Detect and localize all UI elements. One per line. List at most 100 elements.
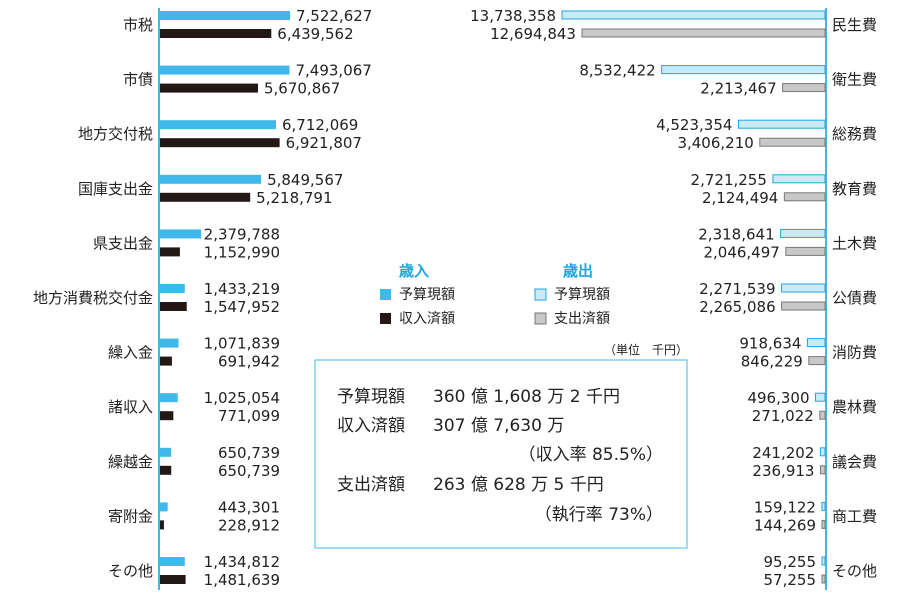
revenue-value-label: 650,739 (218, 444, 280, 462)
revenue-value-label: 2,379,788 (204, 225, 280, 243)
revenue-budget-bar (160, 338, 179, 348)
revenue-value-label: 650,739 (218, 462, 280, 480)
revenue-category-label: その他 (108, 562, 153, 580)
summary-revenue-value: 307 億 7,630 万 (433, 416, 564, 436)
expense-actual-bar (821, 519, 826, 529)
revenue-value-label: 5,670,867 (264, 80, 340, 98)
expense-category-label: 農林費 (832, 398, 877, 416)
revenue-value-label: 7,522,627 (296, 7, 372, 25)
revenue-value-label: 6,921,807 (286, 134, 362, 152)
revenue-value-label: 1,481,639 (204, 571, 280, 589)
expense-category-label: 公債費 (832, 289, 877, 307)
expense-value-label: 2,265,086 (699, 298, 775, 316)
summary-box: 予算現額 360 億 1,608 万 2 千円 収入済額 307 億 7,630… (314, 359, 688, 549)
revenue-budget-bar (160, 393, 178, 403)
expense-category-label: 衛生費 (832, 71, 877, 89)
summary-expense-value: 263 億 628 万 5 千円 (433, 475, 604, 495)
legend-title-expense: 歳出 (563, 262, 593, 280)
expense-budget-bar (661, 65, 826, 75)
revenue-value-label: 228,912 (218, 516, 280, 534)
revenue-actual-bar (160, 575, 186, 584)
revenue-category-label: 繰越金 (108, 453, 153, 471)
revenue-value-label: 1,434,812 (204, 553, 280, 571)
revenue-budget-bar (160, 557, 185, 566)
expense-value-label: 271,022 (752, 407, 814, 425)
legend-label-revenue-budget: 予算現額 (399, 287, 455, 303)
revenue-value-label: 771,099 (218, 407, 280, 425)
expense-actual-bar (581, 28, 826, 38)
expense-category-label: 土木費 (832, 234, 877, 252)
revenue-category-label: 地方消費税交付金 (33, 289, 153, 307)
expense-category-label: 教育費 (832, 180, 877, 198)
revenue-actual-bar (160, 302, 187, 311)
legend-label-expense-actual: 支出済額 (554, 311, 610, 327)
revenue-budget-bar (160, 65, 290, 75)
expense-value-label: 8,532,422 (579, 62, 655, 80)
expense-budget-bar (781, 283, 826, 293)
expense-actual-bar (819, 465, 826, 475)
expense-budget-bar (806, 338, 826, 348)
revenue-value-label: 1,433,219 (204, 280, 280, 298)
summary-revenue-label: 収入済額 (337, 416, 405, 436)
revenue-actual-bar (160, 520, 164, 530)
revenue-value-label: 5,849,567 (267, 171, 343, 189)
expense-value-label: 2,721,255 (691, 171, 767, 189)
revenue-category-label: 寄附金 (108, 507, 153, 525)
revenue-value-label: 1,025,054 (204, 389, 280, 407)
expense-value-label: 4,523,354 (656, 116, 732, 134)
revenue-budget-bar (160, 229, 202, 239)
legend-swatch-revenue-actual (380, 313, 391, 324)
summary-budget-value: 360 億 1,608 万 2 千円 (433, 387, 620, 407)
expense-category-label: 議会費 (832, 453, 877, 471)
revenue-actual-bar (160, 138, 280, 148)
expense-value-label: 2,318,641 (698, 225, 774, 243)
revenue-value-label: 691,942 (218, 353, 280, 371)
expense-actual-bar (821, 574, 826, 584)
expense-category-label: 消防費 (832, 344, 877, 362)
expense-budget-bar (772, 174, 826, 184)
revenue-category-label: 諸収入 (108, 398, 153, 416)
revenue-value-label: 7,493,067 (295, 62, 371, 80)
expense-category-label: その他 (832, 562, 877, 580)
expense-budget-bar (821, 501, 826, 511)
expense-actual-bar (808, 356, 826, 366)
expense-value-label: 144,269 (754, 516, 816, 534)
expense-value-label: 12,694,843 (490, 25, 576, 43)
revenue-budget-bar (160, 120, 276, 130)
legend: 歳入 予算現額 収入済額 歳出 予算現額 支出済額 (380, 262, 610, 327)
revenue-actual-bar (160, 29, 272, 38)
summary-budget-label: 予算現額 (337, 387, 405, 407)
summary-execution-rate: （執行率 73%） (535, 505, 663, 525)
expense-value-label: 57,255 (764, 571, 817, 589)
expense-budget-bar (819, 447, 826, 457)
revenue-actual-bar (160, 356, 172, 366)
legend-swatch-revenue-budget (380, 289, 391, 300)
expense-category-label: 商工費 (832, 507, 877, 525)
expense-category-label: 民生費 (832, 16, 877, 34)
expense-actual-bar (819, 410, 826, 420)
legend-swatch-expense-budget (534, 288, 547, 301)
expense-value-label: 918,634 (739, 335, 801, 353)
revenue-category-label: 地方交付税 (78, 125, 153, 143)
expense-actual-bar (782, 83, 826, 93)
revenue-actual-bar (160, 411, 174, 421)
revenue-value-label: 6,712,069 (282, 116, 358, 134)
legend-label-expense-budget: 予算現額 (554, 287, 610, 303)
expense-actual-bar (759, 137, 826, 147)
revenue-budget-bar (160, 284, 185, 293)
revenue-category-label: 市税 (123, 16, 153, 34)
revenue-budget-bar (160, 502, 168, 512)
legend-title-revenue: 歳入 (399, 262, 429, 280)
summary-expense-label: 支出済額 (337, 475, 405, 495)
revenue-category-label: 繰入金 (108, 344, 153, 362)
expense-value-label: 2,046,497 (703, 243, 779, 261)
expense-value-label: 236,913 (752, 462, 814, 480)
revenue-actual-bar (160, 83, 258, 93)
revenue-actual-bar (160, 465, 172, 475)
revenue-category-label: 県支出金 (93, 234, 153, 252)
expense-actual-bar (783, 192, 826, 202)
